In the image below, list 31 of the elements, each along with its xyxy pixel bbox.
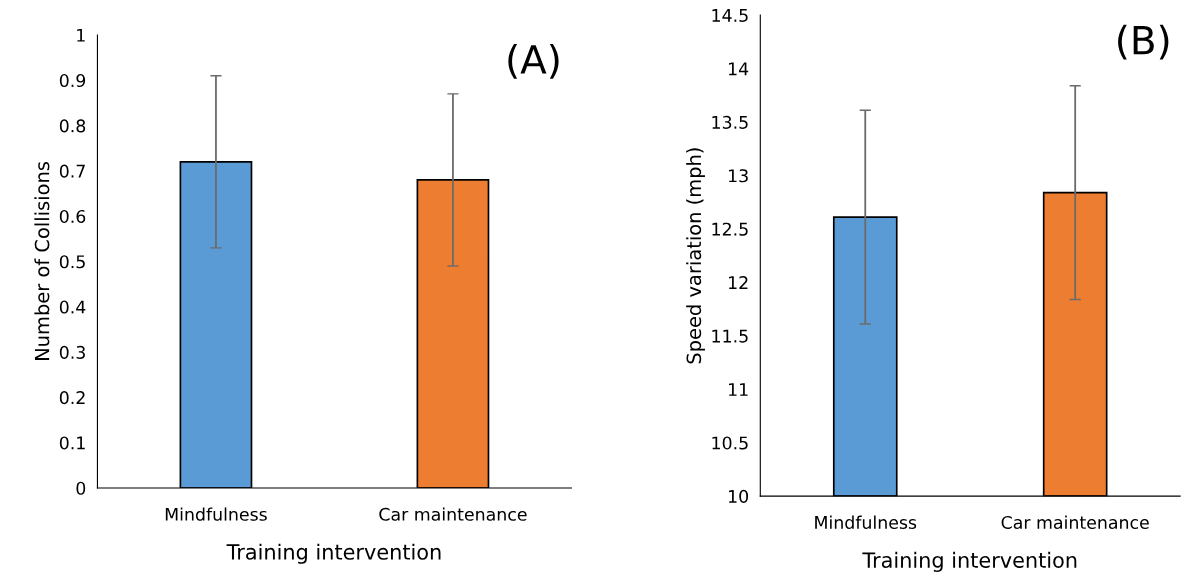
y-tick-label: 13 — [729, 169, 748, 183]
y-tick-label: 0.8 — [59, 119, 86, 133]
y-tick-label: 1 — [77, 28, 85, 42]
y-axis-title: Number of Collisions — [34, 162, 50, 360]
y-tick-label: 10 — [729, 489, 749, 503]
x-axis-title: Training intervention — [226, 543, 441, 564]
y-tick-label: 11.5 — [712, 329, 748, 343]
y-tick-label: 0.1 — [59, 436, 85, 450]
y-tick-label: 0.3 — [59, 345, 85, 359]
y-tick-label: 0.7 — [59, 164, 85, 178]
x-tick-label: Car maintenance — [379, 507, 527, 521]
y-tick-label: 0.2 — [59, 391, 85, 405]
y-axis-title: Speed variation (mph) — [686, 148, 705, 364]
y-tick-label: 0.5 — [59, 255, 85, 269]
y-tick-label: 12 — [729, 276, 748, 289]
y-tick-label: 13.5 — [712, 115, 748, 129]
x-axis-title: Training intervention — [862, 551, 1077, 572]
y-tick-label: 14.5 — [712, 9, 748, 22]
x-tick-label: Car maintenance — [1001, 515, 1149, 530]
x-tick-label: Mindfulness — [815, 515, 917, 530]
y-tick-label: 0.9 — [59, 73, 86, 88]
y-tick-label: 12.5 — [712, 222, 748, 236]
y-tick-label: 10.5 — [712, 436, 748, 450]
y-tick-label: 11 — [729, 383, 748, 396]
y-tick-label: 0 — [76, 481, 86, 495]
y-tick-label: 0.4 — [59, 300, 86, 314]
annotation: (A) — [508, 44, 559, 79]
x-tick-label: Mindfulness — [165, 507, 267, 521]
y-tick-label: 14 — [729, 62, 749, 76]
annotation: (B) — [1118, 24, 1169, 60]
y-tick-label: 0.6 — [59, 209, 86, 224]
